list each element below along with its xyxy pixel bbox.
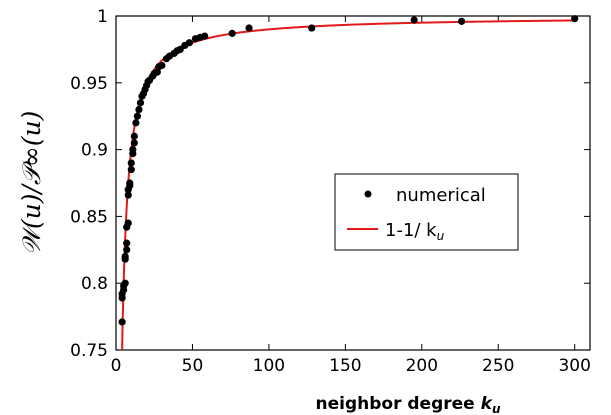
data-point	[130, 132, 138, 140]
data-point	[124, 191, 132, 199]
y-tick-label: 1	[97, 7, 108, 27]
x-axis: 0 50 100 150 200 250 300	[111, 16, 591, 376]
data-point	[124, 219, 132, 227]
data-point	[136, 99, 145, 107]
legend-label-fit-sub: u	[437, 229, 445, 243]
data-point	[201, 32, 209, 40]
data-point	[121, 279, 129, 287]
x-axis-label-var: k	[481, 394, 494, 414]
data-point	[127, 166, 135, 174]
data-point	[228, 29, 236, 37]
data-point	[123, 239, 131, 247]
plot-frame	[115, 15, 591, 351]
legend: numerical 1-1/ ku	[334, 173, 519, 251]
data-point	[158, 61, 166, 70]
data-point	[185, 39, 193, 47]
x-tick-label: 100	[253, 356, 285, 376]
y-axis-label: 𝒲(u)/𝒫∞(u)	[17, 111, 46, 256]
y-tick-label: 0.85	[70, 207, 108, 227]
data-point	[130, 139, 138, 147]
data-point	[123, 246, 131, 254]
legend-label-numerical: numerical	[396, 185, 486, 206]
scatter-points-layer	[118, 15, 579, 326]
x-tick-label: 300	[558, 356, 590, 376]
data-point	[126, 179, 134, 187]
data-point	[571, 15, 579, 23]
data-point	[245, 24, 253, 32]
data-point	[410, 16, 418, 24]
data-point	[132, 119, 140, 127]
data-point	[457, 17, 466, 25]
legend-label-fit-text: 1-1/ k	[385, 220, 437, 241]
x-tick-label: 150	[329, 356, 361, 376]
y-tick-label: 0.8	[81, 274, 108, 294]
legend-marker-numerical	[364, 190, 372, 198]
x-axis-label-sub: u	[492, 402, 501, 415]
x-axis-label-text: neighbor degree	[316, 394, 475, 414]
x-axis-label: neighbor degree ku	[316, 394, 501, 415]
x-tick-label: 200	[406, 356, 438, 376]
data-point	[118, 318, 126, 326]
plot-area	[115, 15, 591, 351]
data-point	[127, 159, 135, 167]
data-point	[133, 112, 142, 120]
y-axis: 0.75 0.8 0.85 0.9 0.95 1	[70, 7, 590, 361]
y-tick-label: 0.95	[70, 74, 108, 94]
y-tick-label: 0.75	[70, 341, 108, 361]
data-point	[129, 146, 137, 154]
legend-label-fit: 1-1/ ku	[385, 220, 445, 243]
data-point	[135, 105, 143, 114]
data-point	[121, 252, 129, 261]
y-tick-label: 0.9	[81, 141, 108, 161]
legend-box	[334, 173, 519, 251]
data-point	[308, 24, 316, 32]
x-tick-label: 50	[182, 356, 204, 376]
x-tick-label: 0	[111, 356, 122, 376]
x-tick-label: 250	[482, 356, 514, 376]
